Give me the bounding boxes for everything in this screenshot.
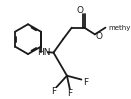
Text: F: F <box>51 87 56 96</box>
Text: methyl: methyl <box>108 25 131 31</box>
Text: O: O <box>77 6 84 15</box>
Text: O: O <box>95 32 102 41</box>
Text: F: F <box>83 78 88 87</box>
Text: HN: HN <box>38 48 51 57</box>
Text: F: F <box>67 89 72 98</box>
